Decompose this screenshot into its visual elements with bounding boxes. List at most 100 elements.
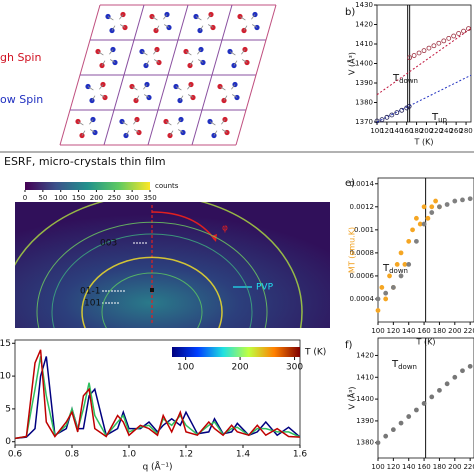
lattice-image [59, 4, 277, 146]
data-point [431, 43, 437, 49]
bond [155, 25, 160, 31]
bond [87, 86, 94, 91]
y-tick-label: 0.001 [354, 226, 374, 234]
panel-label: f) [345, 340, 353, 351]
data-point [421, 204, 427, 210]
bond [141, 51, 148, 56]
fit-line [376, 27, 472, 96]
bond [109, 49, 114, 55]
bond [121, 121, 128, 126]
y-tick-label: 1400 [356, 395, 374, 403]
bond [135, 95, 140, 101]
data-point [413, 407, 419, 413]
data-point [383, 433, 389, 439]
y-tick-label: 1420 [355, 21, 373, 29]
data-point [387, 273, 392, 279]
x-tick-label: 0.8 [65, 450, 80, 460]
y-tick-label: 1380 [355, 99, 373, 107]
data-point [390, 427, 396, 433]
x-axis-label: q (Å⁻¹) [142, 461, 172, 473]
x-tick-label: 160 [417, 327, 430, 335]
bond [231, 84, 236, 90]
data-point [444, 202, 450, 207]
data-point [421, 48, 427, 54]
annotation: Tdown [391, 359, 417, 371]
image-label: 01-1 [80, 287, 100, 297]
x-tick-label: 1.4 [236, 450, 251, 460]
x-tick-label: 120 [387, 327, 400, 335]
bond [241, 49, 246, 55]
diffraction-ring [51, 233, 253, 328]
x-tick-label: 100 [370, 127, 383, 135]
data-point [441, 38, 447, 44]
diffraction-ring [101, 272, 203, 328]
x-tick-label: 220 [430, 127, 443, 135]
y-tick-label: 1430 [355, 1, 373, 9]
bond [177, 119, 182, 125]
panel-label: b) [345, 7, 355, 18]
bond [89, 129, 96, 133]
colorbar-tick-label: 200 [231, 363, 248, 373]
intensity-curve [14, 349, 301, 440]
data-point [437, 204, 442, 210]
colorbar-tick-label: 300 [286, 363, 303, 373]
colorbar [25, 182, 150, 190]
bond [143, 84, 148, 90]
bond [111, 25, 116, 31]
y-tick-label: 0.0012 [350, 203, 375, 211]
low-spin-label: ow Spin [0, 93, 43, 106]
bond [133, 119, 138, 125]
x-tick-label: 140 [390, 127, 403, 135]
data-point [446, 35, 452, 41]
bond [119, 14, 124, 20]
data-point [398, 420, 404, 426]
data-point [456, 31, 462, 36]
annotation-sub: down [389, 267, 408, 275]
data-point [389, 112, 395, 118]
y-tick-label: 0.0006 [350, 272, 375, 280]
x-tick-label: 120 [387, 463, 400, 471]
data-point [375, 296, 381, 302]
bond [251, 24, 258, 28]
data-point [433, 198, 439, 204]
bond [133, 129, 140, 133]
data-point [426, 45, 432, 51]
y-tick-label: 1390 [356, 417, 374, 425]
diffraction-ring [81, 256, 223, 328]
data-point [410, 227, 415, 233]
data-point [452, 374, 458, 380]
bond [207, 14, 212, 20]
data-point [429, 204, 435, 210]
bond [185, 51, 192, 56]
bond [145, 60, 150, 66]
annotation-sub: down [399, 77, 418, 85]
bond [125, 130, 130, 136]
data-point [444, 381, 450, 387]
y-tick-label: 1410 [355, 40, 373, 48]
bond [231, 94, 238, 98]
data-point [406, 238, 412, 244]
x-tick-label: 160 [417, 463, 430, 471]
y-tick-label: 1370 [355, 118, 373, 126]
colorbar-label: counts [155, 182, 179, 190]
bond [243, 25, 248, 31]
detector-image [15, 202, 330, 328]
y-tick-label: 1400 [355, 60, 373, 68]
y-tick-label: 15 [0, 339, 11, 349]
annotation: Tdown [382, 263, 408, 275]
data-point [383, 296, 389, 302]
data-point [452, 198, 458, 204]
data-point [375, 440, 381, 446]
x-tick-label: 180 [410, 127, 423, 135]
bond [197, 49, 202, 55]
bond [241, 59, 248, 63]
bond [99, 94, 106, 98]
bond [131, 86, 138, 91]
x-tick-label: 1.2 [179, 450, 193, 460]
data-point [413, 215, 419, 221]
bond [91, 95, 96, 101]
data-point [425, 215, 431, 221]
y-tick-label: 0.0004 [350, 295, 375, 303]
data-point [451, 33, 457, 39]
data-point [406, 261, 412, 267]
